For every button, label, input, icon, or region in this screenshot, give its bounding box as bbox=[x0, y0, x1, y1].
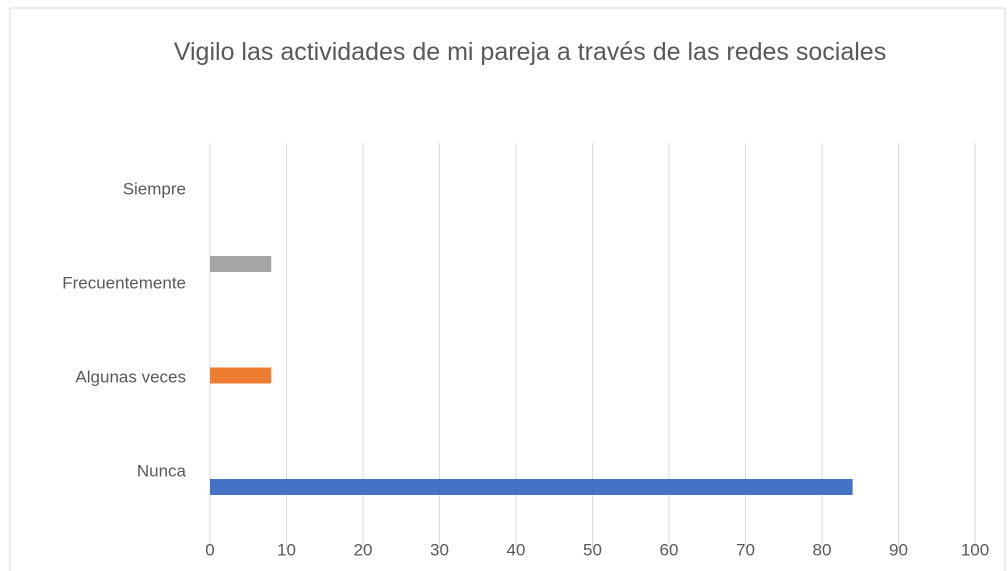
x-tick-label: 10 bbox=[277, 540, 296, 559]
x-tick-label: 50 bbox=[583, 540, 602, 559]
x-tick-label: 90 bbox=[889, 540, 908, 559]
y-tick-label: Frecuentemente bbox=[62, 273, 186, 292]
x-tick-label: 30 bbox=[430, 540, 449, 559]
x-tick-label: 60 bbox=[660, 540, 679, 559]
x-tick-label: 20 bbox=[354, 540, 373, 559]
chart-title: Vigilo las actividades de mi pareja a tr… bbox=[173, 38, 887, 66]
chart-border bbox=[9, 7, 1006, 571]
y-tick-label: Siempre bbox=[123, 179, 186, 198]
x-tick-label: 80 bbox=[813, 540, 832, 559]
bar bbox=[210, 479, 853, 495]
x-tick-label: 70 bbox=[736, 540, 755, 559]
x-tick-label: 0 bbox=[205, 540, 214, 559]
x-tick-label: 40 bbox=[507, 540, 526, 559]
y-tick-label: Algunas veces bbox=[75, 367, 186, 386]
bar bbox=[210, 256, 272, 272]
bar bbox=[210, 367, 272, 384]
x-tick-label: 100 bbox=[961, 540, 989, 559]
y-tick-label: Nunca bbox=[137, 461, 187, 480]
